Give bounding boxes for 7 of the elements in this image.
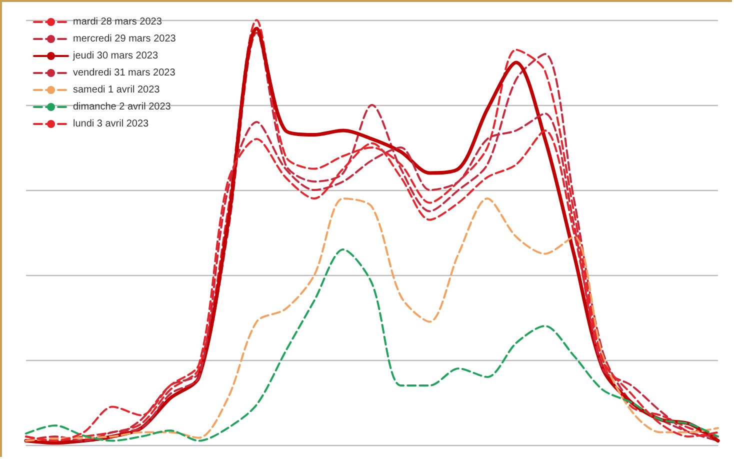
legend-label: mardi 28 mars 2023 bbox=[73, 16, 162, 28]
legend-label: jeudi 30 mars 2023 bbox=[72, 50, 158, 62]
legend-label: samedi 1 avril 2023 bbox=[73, 84, 160, 96]
legend-label: lundi 3 avril 2023 bbox=[73, 118, 150, 130]
legend-label: dimanche 2 avril 2023 bbox=[73, 102, 172, 112]
legend-label: mercredi 29 mars 2023 bbox=[73, 34, 176, 44]
legend-label: vendredi 31 mars 2023 bbox=[73, 68, 176, 78]
